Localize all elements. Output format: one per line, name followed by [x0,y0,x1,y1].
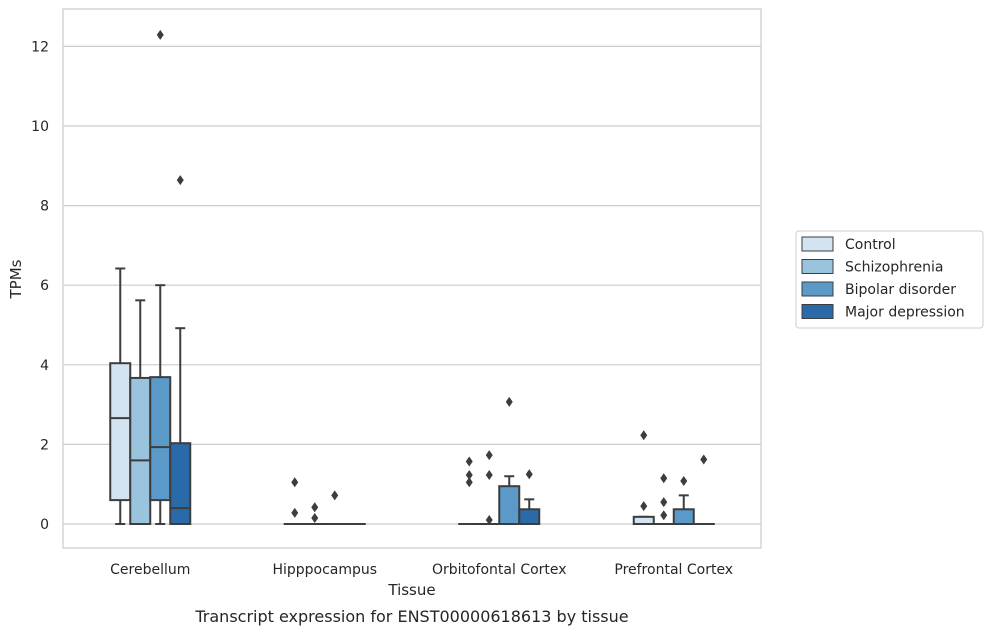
outlier-point [485,470,493,481]
series-major-depression [169,175,715,526]
legend-swatch [801,304,834,319]
x-tick-label: Hipppocampus [272,562,377,578]
box-body [498,485,521,526]
outlier-point [505,396,513,407]
box [632,430,655,525]
outlier-point [331,490,339,501]
series-bipolar-disorder [149,29,695,526]
box-body [129,376,152,525]
outlier-point [660,473,668,484]
x-axis-ticks: Cerebellum Hipppocampus Orbitofontal Corte… [110,562,733,578]
outlier-point [640,430,648,441]
y-tick-label: 0 [40,517,49,533]
box [149,29,172,525]
legend-label: Major depression [845,305,965,321]
outlier-point [485,515,493,526]
box-body [518,508,541,525]
box [672,476,695,525]
outlier-point [525,469,533,480]
box-body [109,362,132,502]
box [323,490,346,526]
box [283,477,306,526]
legend-swatch [801,281,834,297]
outlier-point [700,454,708,465]
outlier-point [465,477,473,488]
y-tick-label: 12 [31,39,49,55]
box-series [109,29,715,526]
outlier-point [176,175,184,186]
outlier-point [485,450,493,461]
legend-frame [795,230,984,329]
outlier-point [156,29,164,40]
outlier-point [465,456,473,467]
box-body [632,515,655,525]
y-axis-label: TPMs [7,259,25,299]
y-tick-label: 6 [40,278,49,294]
box-body [149,376,172,502]
outlier-point [660,497,668,508]
outlier-point [680,476,688,487]
y-axis-ticks: 0 2 4 6 8 10 12 [31,39,49,533]
outlier-point [660,510,668,521]
legend: Control Schizophrenia Bipolar disorder Majo… [795,230,984,329]
y-tick-label: 10 [31,119,49,135]
y-tick-label: 8 [40,199,49,215]
y-tick-label: 4 [40,358,49,374]
chart-caption: Transcript expression for ENST0000061861… [194,607,628,626]
outlier-point [311,513,319,524]
outlier-point [311,502,319,513]
outlier-point [640,501,648,512]
box-body [672,508,695,525]
box [303,502,326,526]
x-axis-label: Tissue [387,581,435,599]
y-tick-label: 2 [40,437,49,453]
box [518,469,541,525]
outlier-point [291,507,299,518]
box-body [169,442,192,525]
legend-swatch [801,259,834,274]
legend-swatch [801,236,834,252]
box [652,473,675,526]
box [478,450,501,526]
box [692,454,715,526]
x-tick-label: Cerebellum [110,562,190,578]
box [169,175,192,525]
box [498,396,521,526]
legend-label: Control [845,237,896,253]
outlier-point [291,477,299,488]
outlier-point [465,470,473,481]
legend-label: Bipolar disorder [845,282,956,298]
legend-label: Schizophrenia [845,260,943,276]
x-tick-label: Orbitofontal Cortex [432,562,567,578]
x-tick-label: Prefrontal Cortex [614,562,733,578]
